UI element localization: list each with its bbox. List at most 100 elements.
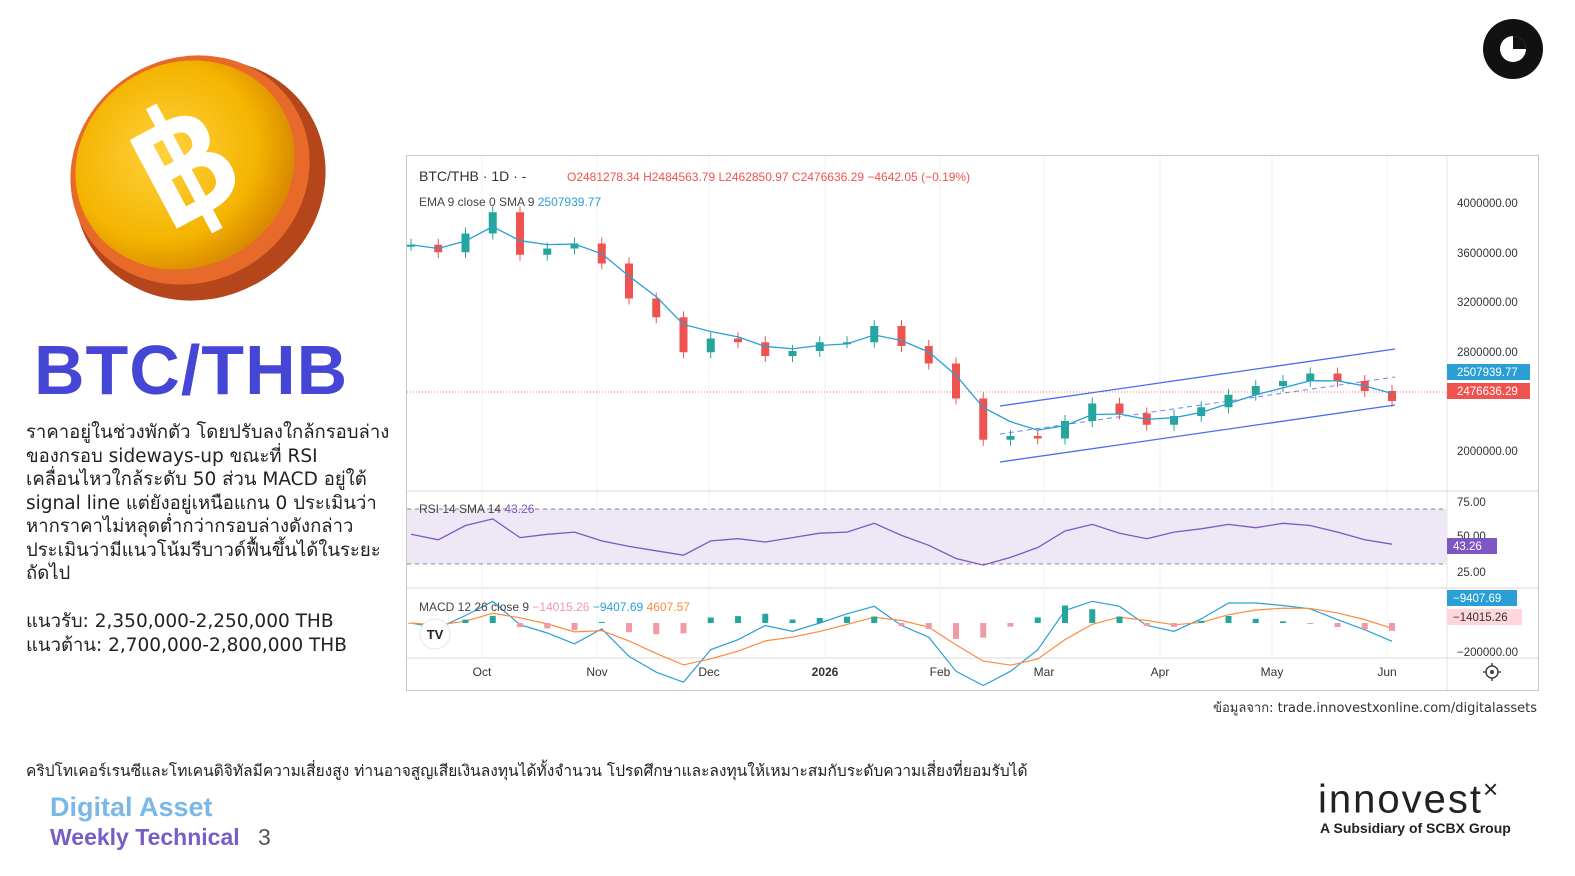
rsi-legend: RSI 14 SMA 14 43.26 [419,502,535,516]
time-tick: 2026 [812,665,839,679]
macd-histogram [408,605,1395,639]
time-tick: Feb [930,665,951,679]
analysis-text: ราคาอยู่ในช่วงพักตัว โดยปรับลงใกล้กรอบล่… [26,422,390,584]
brand-name: innovest [1318,777,1483,822]
chart-svg: BTC/THB · 1D · - O2481278.34 H2484563.79… [407,156,1538,690]
candle [924,346,933,364]
gear-icon[interactable] [1483,663,1501,681]
rsi-tag-text: 43.26 [1453,541,1482,553]
price-tick: 2000000.00 [1457,446,1518,458]
candle [734,338,742,343]
ema-line [410,225,1393,431]
series-subtitle: Weekly Technical [50,824,240,850]
macd-bar [735,616,741,623]
macd-bar [1116,616,1123,623]
macd-bar [489,615,496,623]
candle [1251,386,1260,395]
series-title: Digital Asset [50,792,213,822]
candle [1006,436,1015,440]
rsi-band [407,509,1447,564]
macd-bar [1361,623,1368,630]
candle [652,298,661,318]
macd-bar [462,619,469,623]
brand-mark: × [1482,774,1501,804]
candle [488,212,497,234]
rsi-tag [1447,538,1497,554]
candle [1306,373,1315,381]
ohlc-label: O2481278.34 H2484563.79 L2462850.97 C247… [567,170,970,184]
ema-tag-text: 2507939.77 [1457,367,1518,379]
time-tick: Apr [1151,665,1170,679]
data-source: ข้อมูลจาก: trade.innovestxonline.com/dig… [1213,701,1537,716]
ema-legend: EMA 9 close 0 SMA 9 2507939.77 [419,195,601,209]
channel-upper-line [999,348,1396,407]
macd-tag [1447,590,1517,606]
candle [1224,394,1233,408]
macd-bar [653,623,660,635]
macd-bar [598,621,605,623]
candle [1279,381,1287,386]
macd-bar [517,623,523,628]
macd-bar [844,616,850,623]
page-number: 3 [258,824,271,850]
signal-tag [1447,609,1522,625]
candle [1115,403,1124,414]
macd-bar [626,623,632,633]
macd-tick: −200000.00 [1457,647,1518,659]
macd-bar [1307,623,1314,624]
ema-tag [1447,364,1530,380]
time-tick: Dec [698,665,719,679]
rsi-tick: 75.00 [1457,497,1486,509]
macd-bar [680,623,687,634]
channel-lower-line [999,404,1396,463]
support-level: แนวรับ: 2,350,000-2,250,000 THB [26,611,334,632]
macd-bar [571,623,578,631]
close-tag [1447,383,1530,399]
risk-disclaimer: คริปโทเคอร์เรนซีและโทเคนดิจิทัลมีความเสี… [26,762,1028,780]
price-tick: 2800000.00 [1457,347,1518,359]
macd-bar [1089,609,1096,623]
macd-bar [816,617,823,623]
innovest-logo-icon [1483,19,1543,79]
macd-bar [762,613,769,623]
macd-bar [980,623,987,638]
macd-bar [1334,623,1341,628]
macd-bar [925,623,932,629]
candle [788,351,797,356]
candle [543,248,552,255]
candle [1170,416,1178,425]
signal-tag-text: −14015.26 [1453,612,1508,624]
candle [1197,407,1206,416]
brand-wordmark: innovest× [1318,774,1500,822]
macd-bar [871,616,878,623]
price-tick: 4000000.00 [1457,198,1518,210]
time-tick: Nov [586,665,607,679]
macd-bar [1389,623,1395,631]
candle [407,244,415,247]
macd-bar [408,623,414,624]
price-tick: 3600000.00 [1457,248,1518,260]
candle [870,326,879,343]
time-tick: May [1261,665,1284,679]
macd-bar [707,617,714,623]
candle [461,233,470,253]
macd-bar [1062,605,1068,623]
levels: แนวรับ: 2,350,000-2,250,000 THB แนวต้าน:… [26,610,347,658]
candle [679,317,688,353]
macd-bar [1007,623,1014,627]
macd-bar [953,623,959,639]
candle [1061,421,1069,439]
price-tick: 3200000.00 [1457,297,1518,309]
price-chart: BTC/THB · 1D · - O2481278.34 H2484563.79… [406,155,1539,691]
macd-bar [898,623,905,626]
candle [706,338,715,353]
macd-bar [544,623,551,629]
candle [979,398,988,440]
candle [897,326,906,346]
candle [1088,403,1097,421]
page-title: BTC/THB [34,331,349,409]
price-series [407,206,1396,446]
macd-bar [1143,623,1150,627]
resistance-level: แนวต้าน: 2,700,000-2,800,000 THB [26,635,347,656]
svg-text:TV: TV [427,627,444,642]
